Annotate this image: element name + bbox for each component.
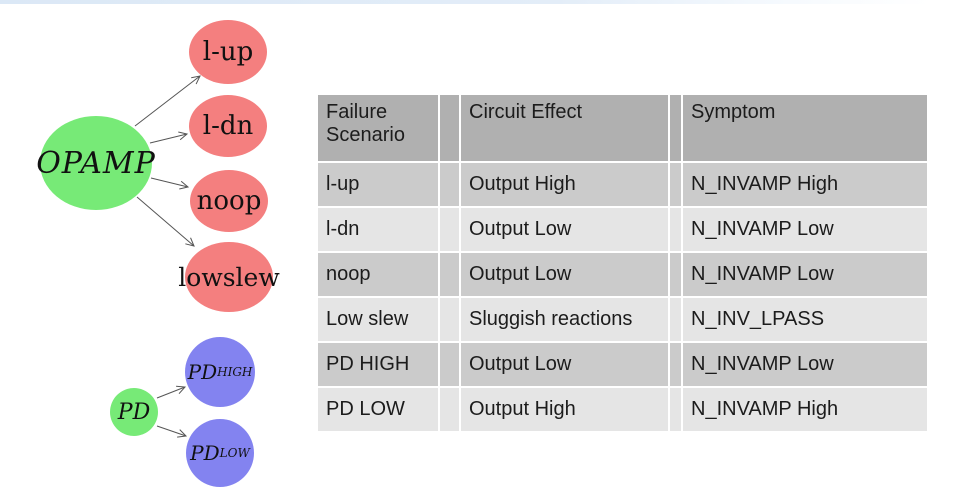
cell-spacer: [440, 253, 459, 296]
cell-spacer: [440, 208, 459, 251]
edge-opamp-lowslew: [136, 196, 195, 247]
table-row: noop Output Low N_INVAMP Low: [318, 253, 927, 296]
cell-spacer: [670, 343, 681, 386]
cell-scenario: l-up: [318, 163, 438, 206]
fault-tree-diagram: OPAMP l-up l-dn noop lowslew PD PD HIGH P…: [0, 0, 312, 492]
cell-scenario: Low slew: [318, 298, 438, 341]
cell-symptom: N_INVAMP Low: [683, 253, 927, 296]
cell-symptom: N_INVAMP Low: [683, 343, 927, 386]
node-pd-high-subscript: HIGH: [217, 365, 253, 379]
cell-symptom: N_INVAMP Low: [683, 208, 927, 251]
table-row: Low slew Sluggish reactions N_INV_LPASS: [318, 298, 927, 341]
cell-spacer: [670, 208, 681, 251]
cell-spacer: [670, 388, 681, 431]
cell-spacer: [440, 388, 459, 431]
edge-pd-pdlow: [156, 425, 188, 438]
node-pd-low-subscript: LOW: [219, 446, 250, 460]
edge-opamp-ldn: [149, 131, 189, 144]
node-pd-low: PD LOW: [186, 419, 254, 487]
cell-effect: Output Low: [461, 343, 668, 386]
window-top-edge-strip: [0, 0, 930, 4]
node-noop: noop: [190, 170, 268, 232]
cell-scenario: PD HIGH: [318, 343, 438, 386]
diagram-edges: [134, 75, 201, 438]
cell-symptom: N_INVAMP High: [683, 388, 927, 431]
node-l-up: l-up: [189, 20, 267, 84]
table-header-row: Failure Scenario Circuit Effect Symptom: [318, 95, 927, 161]
cell-symptom: N_INVAMP High: [683, 163, 927, 206]
node-pd: PD: [110, 388, 158, 436]
header-failure-scenario: Failure Scenario: [318, 95, 438, 161]
node-l-dn: l-dn: [189, 95, 267, 157]
edge-opamp-noop: [150, 177, 190, 190]
header-spacer-1: [440, 95, 459, 161]
cell-effect: Output High: [461, 163, 668, 206]
cell-scenario: noop: [318, 253, 438, 296]
cell-spacer: [670, 163, 681, 206]
cell-effect: Output High: [461, 388, 668, 431]
header-spacer-2: [670, 95, 681, 161]
node-pd-high-base: PD: [187, 360, 218, 384]
cell-effect: Output Low: [461, 208, 668, 251]
cell-spacer: [670, 298, 681, 341]
node-lowslew: lowslew: [178, 242, 280, 312]
edge-pd-pdhigh: [156, 385, 187, 399]
edge-opamp-lup: [134, 75, 201, 127]
node-pd-high: PD HIGH: [185, 337, 255, 407]
cell-effect: Output Low: [461, 253, 668, 296]
header-symptom: Symptom: [683, 95, 927, 161]
table-row: PD HIGH Output Low N_INVAMP Low: [318, 343, 927, 386]
table-row: l-dn Output Low N_INVAMP Low: [318, 208, 927, 251]
cell-spacer: [440, 298, 459, 341]
cell-effect: Sluggish reactions: [461, 298, 668, 341]
cell-symptom: N_INV_LPASS: [683, 298, 927, 341]
cell-spacer: [440, 163, 459, 206]
failure-scenario-table: Failure Scenario Circuit Effect Symptom …: [316, 93, 929, 433]
cell-spacer: [670, 253, 681, 296]
cell-scenario: PD LOW: [318, 388, 438, 431]
cell-scenario: l-dn: [318, 208, 438, 251]
node-opamp: OPAMP: [36, 116, 155, 210]
cell-spacer: [440, 343, 459, 386]
node-pd-low-base: PD: [190, 441, 220, 465]
header-circuit-effect: Circuit Effect: [461, 95, 668, 161]
table-row: l-up Output High N_INVAMP High: [318, 163, 927, 206]
table-row: PD LOW Output High N_INVAMP High: [318, 388, 927, 431]
